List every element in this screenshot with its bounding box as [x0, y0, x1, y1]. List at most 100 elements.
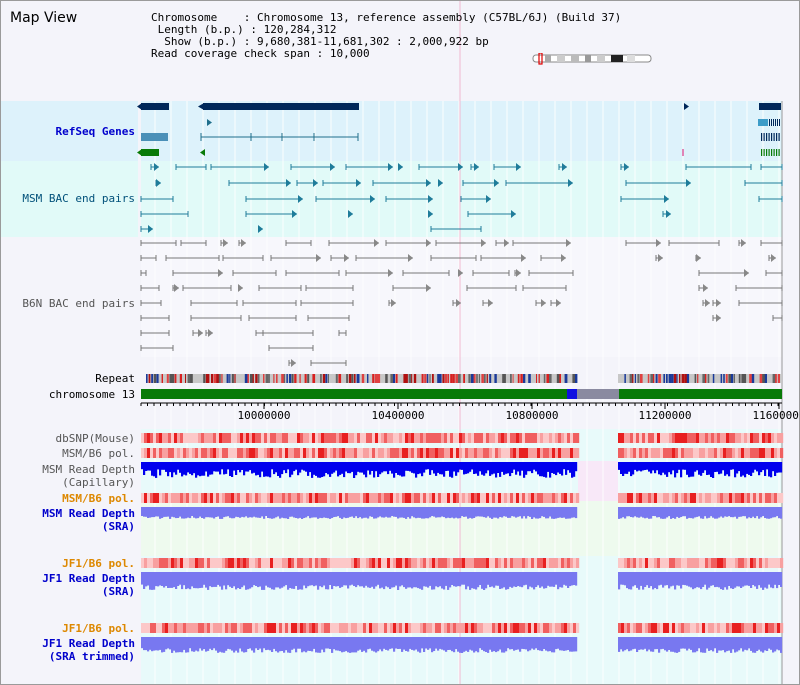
pol-cell — [291, 623, 295, 633]
exon-mark — [778, 149, 780, 156]
track-label-jf1-b6-pol-2[interactable]: JF1/B6 pol. — [62, 622, 135, 635]
jf1-b6-pol-track[interactable] — [141, 558, 784, 568]
depth-bar — [375, 572, 378, 587]
track-label-msm-depth-capillary[interactable]: MSM Read Depth — [42, 463, 135, 476]
msm-bac-track[interactable] — [140, 163, 783, 233]
pol-cell — [516, 448, 520, 458]
depth-bar — [533, 572, 536, 590]
pol-cell — [300, 493, 304, 503]
track-label-msm-b6-pol[interactable]: MSM/B6 pol. — [62, 447, 135, 460]
repeat-element — [244, 374, 248, 383]
msm-b6-pol-track-2[interactable] — [141, 493, 784, 503]
depth-bar — [329, 462, 332, 477]
depth-bar — [473, 572, 476, 589]
depth-bar — [746, 637, 749, 651]
depth-bar — [555, 637, 558, 650]
jf1-read-depth-sra-track[interactable] — [141, 572, 783, 590]
track-label-refseq-genes[interactable]: RefSeq Genes — [56, 125, 135, 138]
track-label-jf1-sra[interactable]: (SRA) — [102, 585, 135, 598]
dbsnp-track[interactable] — [141, 433, 784, 443]
bac-end-arrow — [316, 254, 321, 262]
track-label-msm-depth-sra[interactable]: MSM Read Depth — [42, 507, 135, 520]
pol-cell — [324, 433, 328, 443]
track-label-msm-sra[interactable]: (SRA) — [102, 520, 135, 533]
depth-bar — [249, 507, 252, 518]
track-label-sra-trimmed[interactable]: (SRA trimmed) — [49, 650, 135, 663]
depth-bar — [343, 462, 346, 478]
track-label-msm-b6-pol-2[interactable]: MSM/B6 pol. — [62, 492, 135, 505]
pol-cell — [342, 558, 346, 568]
pol-cell — [627, 448, 631, 458]
track-label-repeat[interactable]: Repeat — [95, 372, 135, 385]
depth-bar — [622, 507, 625, 518]
depth-bar — [341, 507, 344, 519]
pol-cell — [486, 433, 490, 443]
pol-cell — [246, 433, 250, 443]
depth-bar — [295, 637, 298, 653]
pol-cell — [762, 558, 766, 568]
track-label-capillary[interactable]: (Capillary) — [62, 476, 135, 489]
depth-bar — [407, 637, 410, 652]
msm-b6-pol-track[interactable] — [141, 448, 784, 458]
pol-cell — [729, 433, 733, 443]
depth-bar — [157, 637, 160, 651]
jf1-b6-pol-track-2[interactable] — [141, 623, 784, 633]
pol-cell — [414, 433, 418, 443]
depth-bar — [271, 462, 274, 470]
depth-bar — [239, 637, 242, 649]
pol-cell — [711, 558, 715, 568]
pol-cell — [690, 558, 694, 568]
chromosome-track[interactable] — [141, 389, 782, 399]
repeat-element — [166, 374, 169, 383]
depth-bar — [423, 572, 426, 587]
depth-bar — [525, 637, 528, 650]
depth-bar — [311, 507, 314, 518]
depth-bar — [193, 507, 196, 518]
pol-cell — [618, 433, 622, 443]
depth-bar — [519, 507, 522, 517]
refseq-genes-track[interactable] — [137, 103, 781, 156]
pol-cell — [153, 623, 157, 633]
repeat-element — [411, 374, 413, 383]
depth-bar — [469, 507, 472, 518]
depth-bar — [273, 462, 276, 475]
pol-cell — [699, 623, 703, 633]
pol-cell — [162, 623, 166, 633]
track-label-jf1-depth[interactable]: JF1 Read Depth — [42, 572, 135, 585]
b6n-bac-track[interactable] — [140, 239, 783, 367]
track-label-b6n-bac[interactable]: B6N BAC end pairs — [22, 297, 135, 310]
depth-bar — [333, 637, 336, 650]
msm-read-depth-sra-track[interactable] — [141, 507, 783, 519]
pol-cell — [669, 448, 673, 458]
pol-cell — [552, 623, 556, 633]
track-label-msm-bac[interactable]: MSM BAC end pairs — [22, 192, 135, 205]
bac-end-arrow — [208, 329, 213, 337]
pol-cell — [309, 448, 313, 458]
depth-bar — [355, 572, 358, 588]
msm-read-depth-capillary-track[interactable] — [141, 462, 783, 478]
depth-bar — [369, 637, 372, 649]
depth-bar — [283, 507, 286, 519]
repeat-track[interactable] — [146, 374, 782, 383]
track-label-jf1-b6-pol[interactable]: JF1/B6 pol. — [62, 557, 135, 570]
track-label-dbsnp[interactable]: dbSNP(Mouse) — [56, 432, 135, 445]
chromosome-ideogram[interactable] — [531, 53, 655, 65]
pol-cell — [387, 433, 391, 443]
depth-bar — [728, 572, 731, 586]
bac-end-arrow — [568, 179, 573, 187]
track-label-jf1-depth-trimmed[interactable]: JF1 Read Depth — [42, 637, 135, 650]
pol-cell — [696, 448, 700, 458]
depth-bar — [622, 637, 625, 652]
repeat-element — [395, 374, 398, 383]
pol-cell — [303, 448, 307, 458]
depth-bar — [171, 637, 174, 653]
pol-cell — [744, 448, 748, 458]
pol-cell — [195, 493, 199, 503]
depth-bar — [455, 507, 458, 518]
pol-cell — [549, 493, 553, 503]
depth-bar — [712, 572, 715, 586]
track-label-chromosome[interactable]: chromosome 13 — [49, 388, 135, 401]
jf1-read-depth-trimmed-track[interactable] — [141, 637, 783, 653]
depth-bar — [533, 462, 536, 470]
